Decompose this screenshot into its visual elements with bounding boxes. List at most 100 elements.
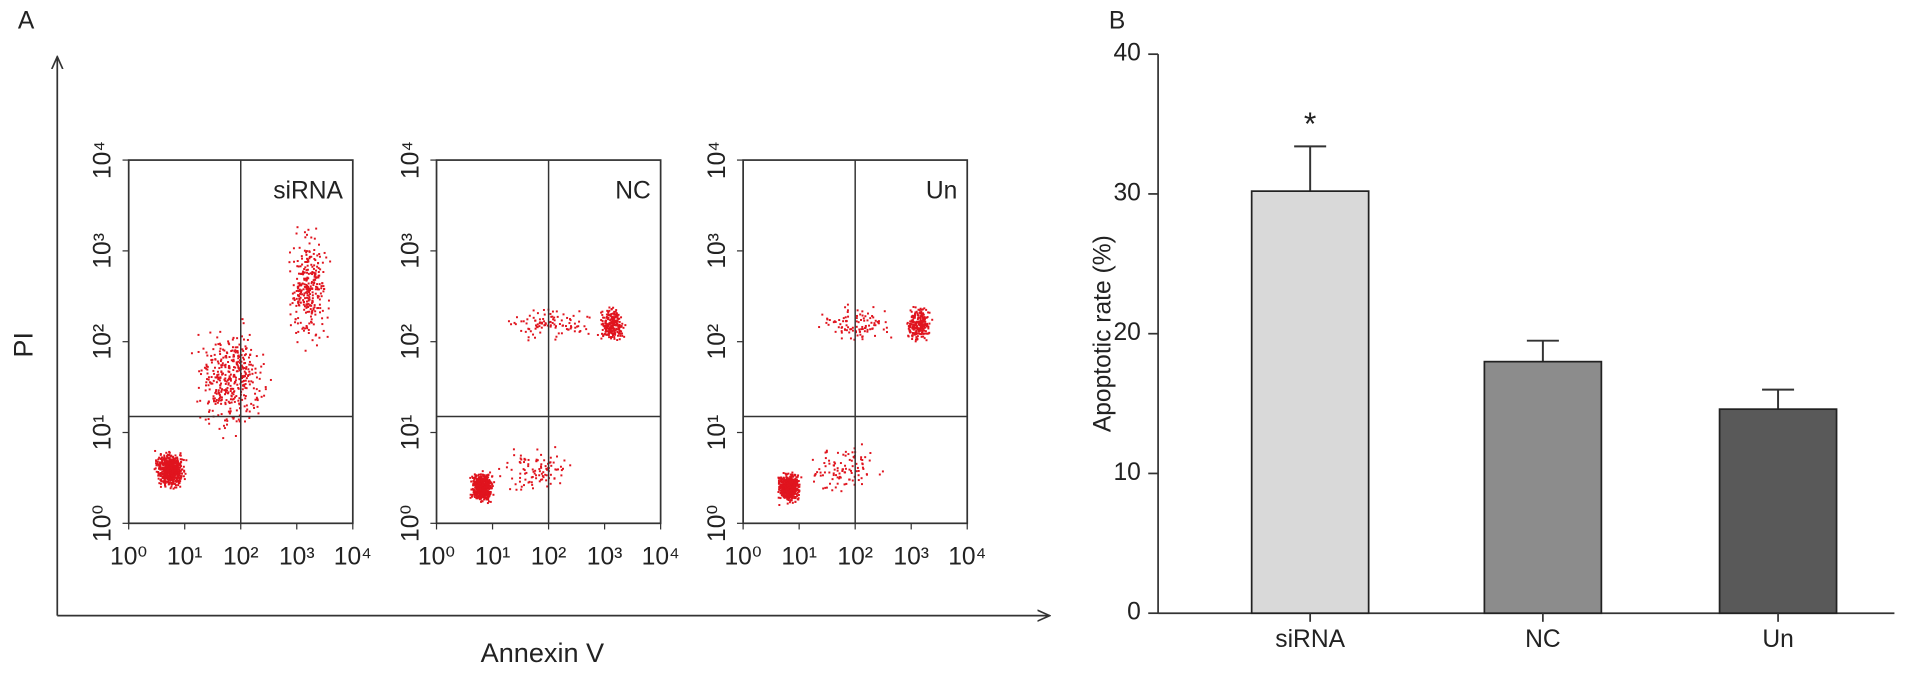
density-dot: [849, 328, 852, 331]
density-dot: [527, 339, 530, 342]
density-dot: [319, 268, 322, 271]
density-dot: [183, 470, 186, 473]
density-dot: [603, 327, 606, 330]
density-dot: [786, 502, 789, 505]
density-dot: [490, 481, 493, 484]
density-dot: [588, 316, 591, 319]
density-dot: [784, 495, 787, 498]
density-dot: [471, 475, 474, 478]
density-dot: [484, 483, 487, 486]
density-dot: [213, 353, 216, 356]
density-dot: [478, 489, 480, 492]
y-tick-label: 10⁰: [397, 505, 424, 542]
density-dot: [607, 324, 610, 327]
density-dot: [199, 399, 202, 402]
density-dot: [166, 456, 169, 459]
density-dot: [256, 405, 259, 408]
density-dot: [224, 382, 227, 385]
density-dot: [162, 469, 165, 472]
density-dot: [180, 465, 182, 468]
density-dot: [295, 304, 298, 307]
density-dot: [860, 477, 863, 480]
density-dot: [485, 481, 488, 484]
density-dot: [250, 402, 253, 405]
density-dot: [489, 491, 492, 494]
density-dot: [174, 469, 177, 472]
density-dot: [241, 318, 244, 321]
density-dot: [487, 483, 490, 486]
density-dot: [217, 391, 220, 394]
density-dot: [306, 258, 309, 261]
density-dot: [470, 480, 473, 483]
density-dot: [782, 482, 785, 485]
density-dot: [474, 482, 477, 485]
density-dot: [248, 360, 251, 363]
density-dot: [472, 480, 475, 483]
density-dot: [855, 470, 858, 473]
density-dot: [171, 461, 174, 464]
density-dot: [601, 332, 603, 335]
density-dot: [814, 473, 817, 476]
density-dot: [787, 493, 790, 496]
density-dot: [179, 466, 182, 469]
x-tick-label: 10⁰: [110, 543, 147, 570]
density-dot: [542, 476, 545, 479]
density-dot: [238, 407, 241, 410]
density: [153, 226, 332, 490]
density-dot: [246, 408, 249, 411]
density-dot: [313, 237, 316, 240]
density-dot: [850, 469, 852, 472]
density-dot: [789, 488, 792, 491]
density-dot: [789, 481, 792, 484]
density-dot: [308, 257, 311, 260]
density-dot: [315, 285, 318, 288]
density-dot: [790, 486, 793, 489]
density-dot: [300, 255, 303, 258]
density-dot: [857, 469, 860, 472]
density-dot: [536, 323, 539, 326]
density-dot: [472, 491, 475, 494]
density-dot: [924, 324, 927, 327]
density-dot: [851, 329, 854, 332]
density-dot: [535, 324, 537, 327]
density-dot: [844, 450, 847, 453]
density-dot: [781, 489, 784, 492]
density-dot: [229, 373, 232, 376]
density-dot: [909, 309, 912, 312]
density-dot: [614, 332, 617, 335]
density-dot: [846, 311, 849, 314]
density-dot: [296, 286, 299, 289]
density-dot: [220, 413, 223, 416]
density-dot: [862, 467, 865, 470]
density-dot: [476, 487, 479, 490]
density-dot: [163, 478, 166, 481]
density-dot: [920, 333, 923, 336]
density-dot: [512, 448, 515, 451]
density-dot: [605, 327, 608, 330]
density-dot: [779, 492, 782, 495]
density-dot: [924, 322, 927, 325]
density-dot: [157, 477, 160, 480]
density-dot: [171, 470, 174, 473]
density-dot: [303, 249, 306, 252]
density-dot: [910, 310, 913, 313]
density-dot: [861, 338, 864, 341]
density-dot: [157, 474, 160, 477]
density-dot: [919, 312, 922, 315]
density-dot: [549, 473, 552, 476]
density-dot: [228, 375, 231, 378]
density-dot: [175, 473, 178, 476]
density-dot: [178, 476, 181, 479]
density-dot: [298, 246, 301, 249]
density-dot: [914, 321, 917, 324]
density-dot: [558, 323, 561, 326]
density-dot: [489, 471, 492, 474]
density-dot: [785, 473, 788, 476]
density-dot: [162, 476, 165, 479]
density-dot: [541, 478, 544, 481]
density-dot: [614, 333, 617, 336]
density-dot: [163, 455, 166, 458]
density-dot: [813, 480, 815, 483]
density-dot: [909, 326, 912, 329]
density-dot: [613, 337, 616, 340]
